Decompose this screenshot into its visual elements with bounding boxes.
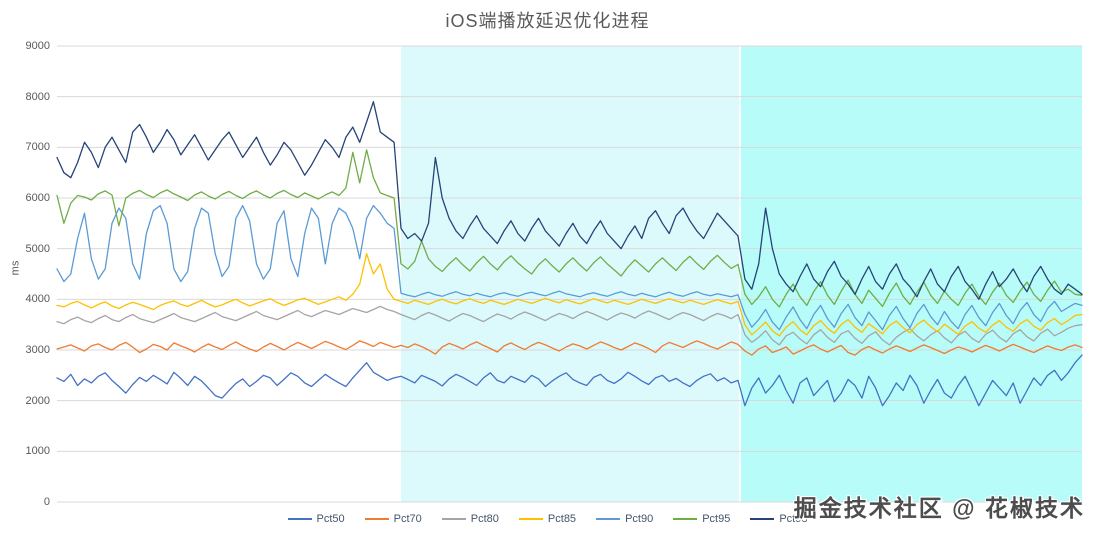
y-tick-label-3000: 3000 xyxy=(25,344,50,356)
legend-item-pct85: Pct85 xyxy=(518,513,577,525)
legend-item-pct50: Pct50 xyxy=(287,513,345,525)
series-line-pct70 xyxy=(56,340,1083,356)
y-tick-label-6000: 6000 xyxy=(25,192,50,204)
band-phase-1-baseline xyxy=(57,46,400,502)
legend-swatch-pct50 xyxy=(287,518,312,520)
series-line-pct90 xyxy=(56,204,1083,331)
chart-title: iOS端播放延迟优化进程 xyxy=(445,11,650,31)
band-phase-3-optimization-2 xyxy=(739,46,1082,502)
legend-item-pct90: Pct90 xyxy=(596,513,653,525)
y-tick-label-4000: 4000 xyxy=(25,293,50,306)
legend-label-pct95: Pct95 xyxy=(702,513,731,525)
series-line-pct95 xyxy=(56,149,1083,308)
legend-swatch-pct95 xyxy=(673,518,698,520)
series-line-pct85 xyxy=(56,253,1083,337)
chart-legend: Pct50 Pct70 Pct80 Pct85 Pct90 Pct95 Pct9… xyxy=(0,513,1095,525)
band-phase-2-optimization-1 xyxy=(399,46,740,502)
y-tick-label-8000: 8000 xyxy=(25,90,50,103)
legend-label-pct90: Pct90 xyxy=(625,513,654,525)
y-axis-title: ms xyxy=(9,260,22,276)
legend-item-pct95: Pct95 xyxy=(673,513,730,525)
legend-swatch-pct85 xyxy=(518,518,543,520)
legend-item-pct98: Pct98 xyxy=(750,513,807,525)
y-tick-label-5000: 5000 xyxy=(25,242,50,255)
series-line-pct98 xyxy=(56,101,1083,300)
legend-label-pct50: Pct50 xyxy=(316,513,345,525)
legend-label-pct80: Pct80 xyxy=(470,513,499,525)
y-tick-label-1000: 1000 xyxy=(25,445,50,458)
legend-label-pct70: Pct70 xyxy=(393,513,422,525)
legend-swatch-pct90 xyxy=(596,518,621,520)
band-separator xyxy=(398,46,401,502)
legend-swatch-pct80 xyxy=(441,518,466,520)
y-tick-label-9000: 9000 xyxy=(25,40,50,52)
y-tick-label-2000: 2000 xyxy=(25,394,50,407)
y-tick-label-7000: 7000 xyxy=(25,141,50,154)
watermark: 掘金技术社区 @ 花椒技术 xyxy=(793,495,1085,521)
series-line-pct50 xyxy=(56,354,1083,407)
legend-label-pct98: Pct98 xyxy=(779,513,808,525)
legend-swatch-pct98 xyxy=(750,518,775,520)
legend-item-pct70: Pct70 xyxy=(364,513,422,525)
y-tick-label-0: 0 xyxy=(43,496,50,508)
legend-item-pct80: Pct80 xyxy=(441,513,499,525)
series-line-pct80 xyxy=(56,305,1083,346)
legend-label-pct85: Pct85 xyxy=(547,513,577,525)
legend-swatch-pct70 xyxy=(364,518,389,520)
